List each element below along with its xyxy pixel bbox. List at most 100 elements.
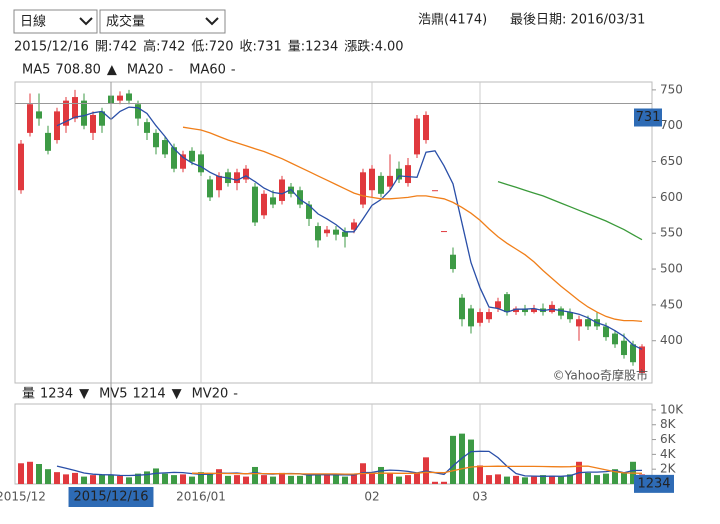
legend-value: 1234 [40,387,73,402]
volume-bar [351,474,357,484]
volume-bar [243,476,249,484]
y-tick-label: 2K [660,462,677,476]
candle-body [576,319,582,327]
volume-bar [207,472,213,484]
candle-body [459,297,465,320]
legend-name: MA5 [22,63,50,78]
candle-body [279,179,285,201]
volume-bar [27,461,33,484]
period-select[interactable] [13,9,98,34]
volume-bar [567,474,573,484]
ma-line [182,126,643,323]
candle-body [189,150,195,162]
legend-name: MV20 [192,387,229,402]
candle-body [612,333,618,345]
legend-value: - [233,387,238,402]
credit: ©Yahoo奇摩股市 [553,368,648,383]
current-value: 731 [636,110,661,125]
volume-bar [18,463,24,484]
legend-value: - [169,63,174,78]
volume-bar [261,475,267,484]
last-date: 最後日期: 2016/03/31 [510,13,645,28]
volume-bar [198,472,204,484]
volume-bar [558,476,564,484]
candle-body [252,186,258,223]
candle-body [117,95,123,101]
candle-body [90,114,96,133]
candle-body [234,172,240,184]
volume-bar [333,475,339,484]
y-tick-label: 750 [660,82,683,96]
volume-bar [378,466,384,484]
volume-bar [495,474,501,484]
candle-body [45,132,51,151]
info-item: 量:1234 [288,40,338,55]
period-select-text[interactable]: 日線 [20,14,46,30]
candle-body [360,172,366,205]
volume-bar [54,472,60,484]
candle-body [126,93,132,101]
volume-bar [540,475,546,484]
candle-body [270,197,276,205]
legend-name: MV5 [99,387,127,402]
volume-bar [171,475,177,484]
y-tick-label: 700 [660,118,683,132]
volume-bar [522,477,528,484]
candle-body [504,294,510,313]
volume-bar [315,473,321,484]
candle-body [144,122,150,133]
volume-bar [288,475,294,484]
legend-marker: ▲ [107,63,117,78]
candle-body [180,154,186,169]
volume-bar [99,474,105,484]
indicator-select[interactable] [99,9,226,34]
ma-line [191,465,643,475]
chevron [205,17,219,26]
info-item: 低:720 [191,40,233,55]
crosshair-label-box [68,487,154,507]
candle-body [63,100,69,126]
volume-bar [477,465,483,484]
candle-body [99,111,105,126]
volume-bar [504,476,510,484]
ma-line [56,450,643,477]
y-tick-label: 550 [660,226,683,240]
indicator-select-text[interactable]: 成交量 [106,14,145,30]
volume-bar [585,472,591,484]
candle-body [603,326,609,338]
volume-bar [225,475,231,484]
candle-body [639,346,645,373]
volume-bar [387,472,393,484]
candle-body [531,308,537,313]
candle-body [423,114,429,141]
legend-marker: ▼ [79,387,89,402]
current-value-box [634,474,674,493]
candle-body [495,301,501,309]
candle-body [306,204,312,219]
volume-bar [189,476,195,484]
legend-marker: ▼ [172,387,182,402]
candle-body [153,132,159,148]
volume-bar [612,469,618,484]
volume-bar [252,466,258,484]
y-tick-label: 500 [660,262,683,276]
candle-body [27,104,33,133]
candle-body [72,97,78,119]
candle-body [207,179,213,198]
x-tick-label: 2016/01 [176,490,226,504]
ma-line [56,106,643,350]
crosshair-label: 2015/12/16 [74,490,149,505]
volume-bar [63,474,69,484]
legend-name: MA20 [127,63,164,78]
volume-bar [342,476,348,484]
volume-bar [36,464,42,484]
volume-bar [126,477,132,484]
y-tick-label: 8K [660,417,677,431]
candle-body [441,231,447,233]
candle-body [378,175,384,194]
volume-bar [153,468,159,484]
x-tick-label: 02 [364,490,379,504]
info-item: 收:731 [240,40,282,55]
info-item: 高:742 [143,39,185,55]
volume-bar [306,475,312,484]
